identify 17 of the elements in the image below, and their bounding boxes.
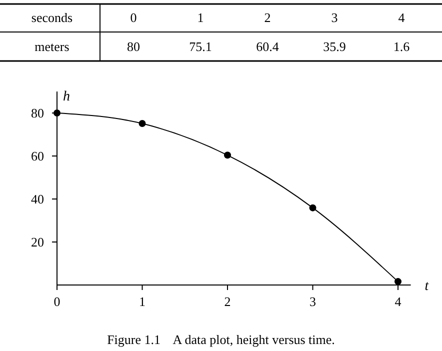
point bbox=[138, 120, 146, 128]
y-tick-label: 40 bbox=[31, 192, 44, 206]
x-tick-label: 3 bbox=[310, 294, 316, 309]
x-tick-label: 4 bbox=[394, 294, 402, 309]
caption: Figure 1.1 A data plot, height versus time. bbox=[107, 332, 335, 347]
point bbox=[309, 204, 316, 212]
point bbox=[394, 278, 402, 286]
value-table: seconds 0 1 2 3 4 meters 80 75.1 60.4 35.9 1.6 bbox=[0, 3, 442, 62]
point bbox=[224, 152, 231, 159]
y-tick-label: 80 bbox=[31, 106, 44, 120]
x-tick-label: 1 bbox=[139, 294, 146, 309]
x-axis-title: t bbox=[424, 279, 430, 294]
x-tick-label: 2 bbox=[224, 294, 231, 309]
x-tick-label: 0 bbox=[54, 294, 60, 309]
y-tick-label: 60 bbox=[31, 148, 44, 164]
y-axis-title: h bbox=[63, 90, 70, 104]
y-tick-label: 20 bbox=[31, 234, 44, 250]
